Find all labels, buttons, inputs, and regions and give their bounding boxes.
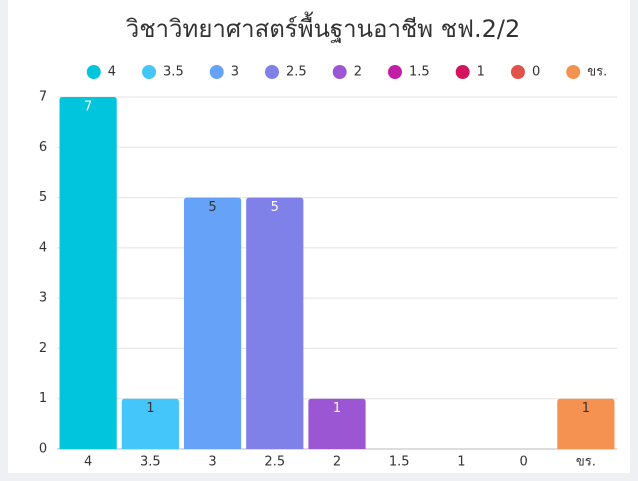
legend-swatch <box>142 65 157 79</box>
legend: 4 3.5 3 2.5 2 1.5 1 0 ขร. <box>86 65 607 80</box>
bar <box>246 197 304 449</box>
value-label: 5 <box>208 200 216 215</box>
x-tick-label: 3.5 <box>140 455 161 470</box>
legend-item: 1.5 <box>387 65 430 80</box>
chart-title: วิชาวิทยาศาสตร์พื้นฐานอาชีพ ชฟ.2/2 <box>125 11 520 43</box>
y-tick-label: 3 <box>39 291 47 306</box>
legend-label: 0 <box>532 65 540 80</box>
y-tick-label: 0 <box>39 442 47 457</box>
legend-swatch <box>510 65 525 79</box>
bar <box>59 97 117 449</box>
legend-label: 2.5 <box>286 65 307 80</box>
legend-label: 3 <box>231 65 239 80</box>
x-tick-label: 4 <box>84 455 92 470</box>
x-tick-label: 1.5 <box>389 455 410 470</box>
legend-item: 3 <box>209 65 239 80</box>
y-tick-label: 4 <box>39 240 47 255</box>
y-tick-label: 2 <box>39 341 47 356</box>
legend-swatch <box>332 65 347 79</box>
bar <box>183 197 242 449</box>
legend-label: 1.5 <box>409 65 430 80</box>
legend-item: 1 <box>455 65 485 80</box>
value-label: 5 <box>271 200 279 215</box>
legend-label: 3.5 <box>163 65 184 80</box>
x-tick-label: 2.5 <box>264 455 285 470</box>
legend-item: ขร. <box>566 65 607 80</box>
y-tick-label: 7 <box>39 90 47 105</box>
legend-item: 2.5 <box>265 65 307 80</box>
bar <box>557 398 615 449</box>
x-tick-label: 3 <box>208 455 216 470</box>
y-tick-label: 1 <box>39 391 47 406</box>
legend-item: 0 <box>510 65 540 80</box>
legend-swatch <box>455 65 470 79</box>
legend-swatch <box>566 65 581 79</box>
legend-item: 2 <box>332 65 362 80</box>
legend-label: 1 <box>477 65 485 80</box>
legend-item: 3.5 <box>142 65 184 80</box>
x-tick-label: ขร. <box>576 455 596 470</box>
x-tick-label: 2 <box>333 455 341 470</box>
value-label: 1 <box>333 401 341 416</box>
legend-label: ขร. <box>587 65 607 80</box>
value-label: 7 <box>84 100 92 115</box>
legend-item: 4 <box>86 65 116 80</box>
x-tick-label: 1 <box>457 455 465 470</box>
bar <box>308 398 366 449</box>
legend-label: 2 <box>354 65 362 80</box>
legend-swatch <box>209 65 224 79</box>
legend-swatch <box>265 65 280 79</box>
x-tick-label: 0 <box>520 455 528 470</box>
value-label: 1 <box>582 401 590 416</box>
value-label: 1 <box>146 401 154 416</box>
legend-label: 4 <box>108 65 116 80</box>
legend-swatch <box>86 65 101 79</box>
legend-swatch <box>387 65 402 79</box>
bar <box>121 398 179 449</box>
y-tick-label: 5 <box>39 190 47 205</box>
y-tick-label: 6 <box>39 140 47 155</box>
